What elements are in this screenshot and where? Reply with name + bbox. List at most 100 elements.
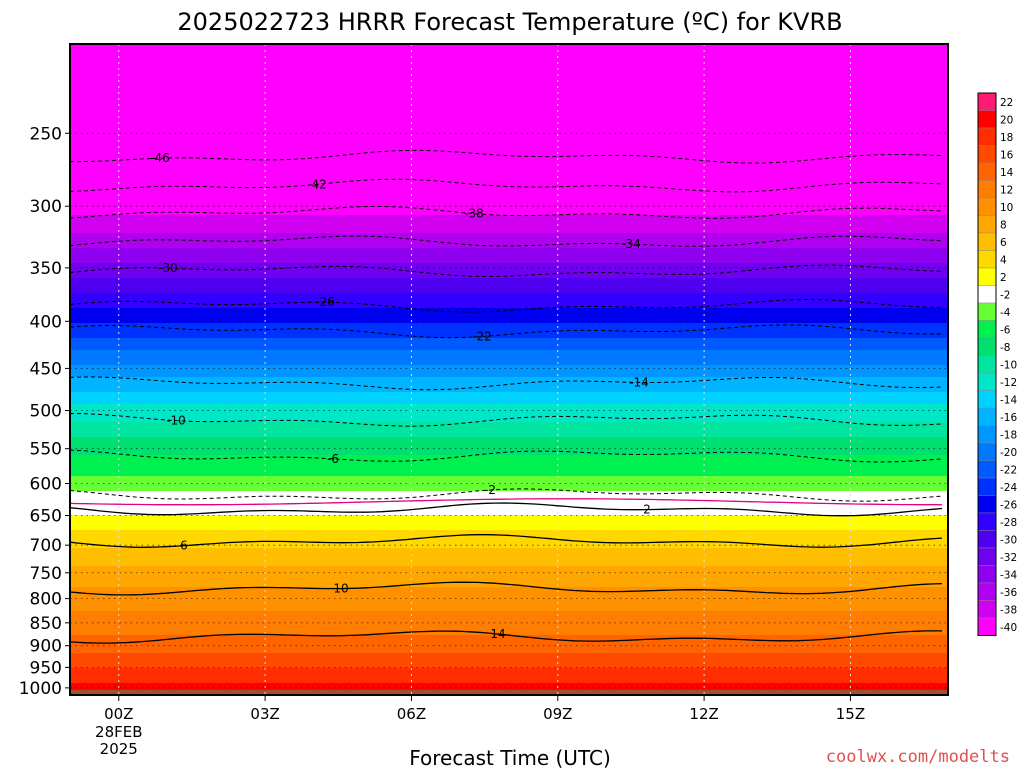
y-tick-label: 1000 xyxy=(19,679,62,699)
colorbar-swatch xyxy=(977,355,997,374)
temperature-band xyxy=(70,503,948,507)
temperature-band xyxy=(70,506,948,510)
temperature-band xyxy=(70,275,948,279)
temperature-band xyxy=(70,668,948,672)
colorbar-frame xyxy=(977,92,997,636)
temperature-band xyxy=(70,191,948,195)
colorbar-swatch xyxy=(977,547,997,566)
temperature-band xyxy=(70,638,948,642)
temperature-band xyxy=(70,344,948,348)
y-tick-label: 600 xyxy=(30,475,62,495)
colorbar-swatch xyxy=(977,197,997,216)
temperature-band xyxy=(70,476,948,480)
isotherm-label: -26 xyxy=(315,295,335,309)
temperature-band xyxy=(70,194,948,198)
colorbar-swatch xyxy=(977,302,997,321)
colorbar-label: 6 xyxy=(1000,237,1007,249)
temperature-fill xyxy=(70,44,948,696)
temperature-band xyxy=(70,158,948,162)
temperature-band xyxy=(70,125,948,129)
temperature-band xyxy=(70,359,948,363)
temperature-band xyxy=(70,47,948,51)
temperature-band xyxy=(70,311,948,315)
temperature-band xyxy=(70,608,948,612)
isotherm-line xyxy=(69,488,943,502)
isotherm-label: -30 xyxy=(158,261,178,275)
temperature-band xyxy=(70,182,948,186)
isotherm-line xyxy=(70,413,943,427)
y-tick-label: 500 xyxy=(30,402,62,422)
colorbar-label: -38 xyxy=(1000,604,1017,616)
isotherm-line xyxy=(69,235,943,247)
x-tick-label: 00Z xyxy=(104,705,133,723)
temperature-band xyxy=(70,554,948,558)
temperature-band xyxy=(70,680,948,684)
colorbar-swatch xyxy=(977,145,997,164)
temperature-band xyxy=(70,425,948,429)
temperature-band xyxy=(70,596,948,600)
temperature-band xyxy=(70,113,948,117)
temperature-band xyxy=(70,419,948,423)
x-tick-label: 09Z xyxy=(543,705,572,723)
colorbar-swatch xyxy=(977,180,997,199)
temperature-band xyxy=(70,683,948,687)
temperature-band xyxy=(70,77,948,81)
x-tick-date-label: 2025 xyxy=(100,740,138,758)
temperature-band xyxy=(70,308,948,312)
isotherm-line xyxy=(69,630,942,644)
colorbar-label: -8 xyxy=(1000,342,1010,354)
colorbar-legend: 22 20 18 16 14 12 10 8 6 4 2 -2 -4 -6 -8 -10 -12 -14 -16 -1… xyxy=(977,92,1017,636)
temperature-band xyxy=(70,542,948,546)
temperature-band xyxy=(70,461,948,465)
isotherm-label: -38 xyxy=(464,207,484,221)
temperature-band xyxy=(70,74,948,78)
temperature-band xyxy=(70,374,948,378)
temperature-band xyxy=(70,230,948,234)
colorbar-swatch xyxy=(977,617,997,636)
temperature-band xyxy=(70,353,948,357)
isotherm-line xyxy=(69,581,943,596)
temperature-band xyxy=(70,203,948,207)
temperature-band xyxy=(70,482,948,486)
chart-title: 2025022723 HRRR Forecast Temperature (ºC… xyxy=(177,8,842,36)
colorbar-swatch xyxy=(977,530,997,549)
temperature-band xyxy=(70,200,948,204)
temperature-band xyxy=(70,674,948,678)
isotherm-line xyxy=(69,324,943,339)
colorbar-label: -28 xyxy=(1000,517,1017,529)
temperature-band xyxy=(70,44,948,48)
temperature-band xyxy=(70,347,948,351)
temperature-band xyxy=(70,440,948,444)
credit-link[interactable]: coolwx.com/modelts xyxy=(826,747,1010,767)
colorbar-swatch xyxy=(977,460,997,479)
colorbar-label: -16 xyxy=(1000,412,1017,424)
temperature-band xyxy=(70,512,948,516)
colorbar-swatch xyxy=(977,285,997,304)
temperature-band xyxy=(70,323,948,327)
colorbar-swatch xyxy=(977,495,997,514)
temperature-band xyxy=(70,281,948,285)
temperature-band xyxy=(70,488,948,492)
isotherm-label: -6 xyxy=(327,452,339,466)
grid-lines xyxy=(70,44,948,695)
temperature-band xyxy=(70,527,948,531)
colorbar-label: -30 xyxy=(1000,534,1017,546)
temperature-band xyxy=(70,383,948,387)
temperature-band xyxy=(70,464,948,468)
temperature-band xyxy=(70,137,948,141)
colorbar-label: 16 xyxy=(1000,149,1014,161)
y-tick-label: 450 xyxy=(30,359,62,379)
temperature-band xyxy=(70,284,948,288)
colorbar-label: 10 xyxy=(1000,202,1013,214)
temperature-band xyxy=(70,422,948,426)
isotherm-line xyxy=(69,298,943,313)
y-tick-label: 250 xyxy=(30,124,62,144)
temperature-band xyxy=(70,485,948,489)
temperature-band xyxy=(70,92,948,96)
temperature-band xyxy=(70,467,948,471)
temperature-band xyxy=(70,128,948,132)
temperature-band xyxy=(70,557,948,561)
temperature-band xyxy=(70,59,948,63)
temperature-band xyxy=(70,152,948,156)
